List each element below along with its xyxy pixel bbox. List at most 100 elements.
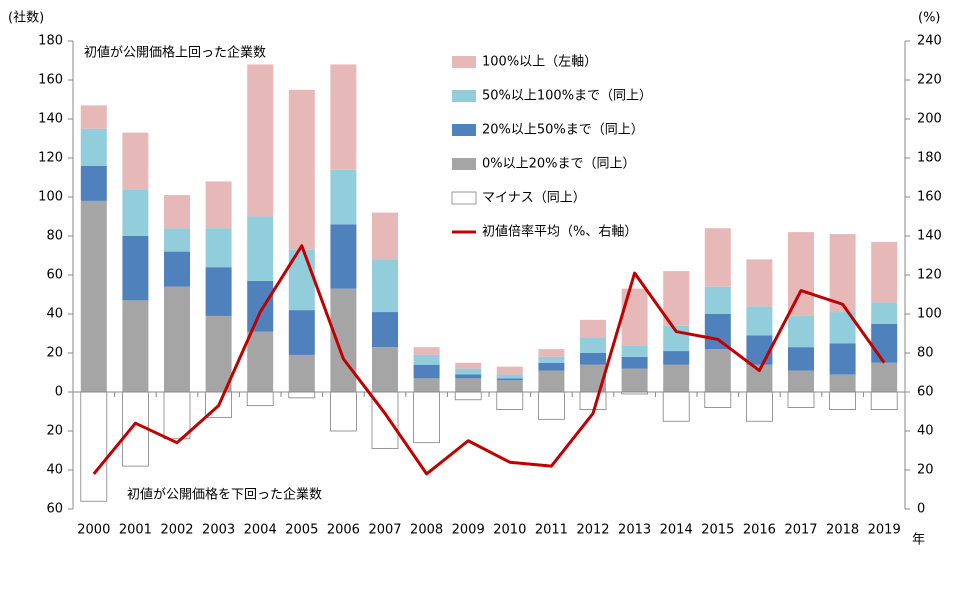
bar-segment	[164, 228, 190, 252]
annotation: 初値が公開価格上回った企業数	[84, 45, 266, 61]
y2-axis-label: (%)	[918, 11, 941, 26]
bar-segment	[580, 353, 606, 365]
bar-segment	[621, 356, 648, 369]
x-tick-label: 2012	[576, 523, 609, 538]
bar-segment	[788, 315, 814, 348]
x-tick-label: 2003	[202, 523, 235, 538]
bar-segment	[829, 391, 856, 410]
bar-segment	[538, 349, 565, 357]
bar-segment	[871, 362, 898, 392]
bar-segment	[330, 224, 357, 289]
legend-label: 初値倍率平均（%、右軸）	[482, 224, 637, 240]
legend-label: マイナス（同上）	[482, 191, 586, 206]
bar-segment	[788, 370, 814, 392]
bar-segment	[746, 306, 773, 336]
bar-segment	[455, 374, 482, 379]
legend-label: 100%以上（左軸）	[482, 55, 597, 70]
bar-segment	[829, 343, 856, 375]
x-axis-label: 年	[912, 533, 925, 548]
bar-segment	[413, 354, 440, 365]
bar-segment	[122, 300, 149, 392]
bar-segment	[164, 195, 190, 229]
bar-segment	[621, 288, 648, 346]
y-tick-label: 120	[38, 151, 63, 166]
x-tick-label: 2014	[660, 523, 693, 538]
bar-segment	[746, 335, 773, 365]
bar-segment	[372, 347, 398, 392]
bar-segment	[164, 286, 190, 392]
bar-segment	[621, 345, 648, 357]
bar-segment	[205, 267, 232, 316]
bar-segment	[372, 259, 398, 313]
x-tick-label: 2009	[452, 523, 485, 538]
annotation: 初値が公開価格を下回った企業数	[127, 487, 322, 503]
bar-segment	[205, 181, 232, 229]
bar-segment	[247, 64, 274, 217]
bar-segment	[829, 374, 856, 392]
bar-segment	[746, 391, 773, 422]
legend-swatch	[452, 158, 476, 170]
bar-segment	[746, 259, 773, 307]
bar-segment	[288, 310, 315, 355]
bar-segment	[80, 200, 107, 392]
bar-segment	[455, 368, 482, 375]
bar-segment	[829, 234, 856, 313]
bar-segment	[454, 391, 482, 401]
bar-segment	[205, 228, 232, 268]
x-tick-label: 2001	[119, 523, 152, 538]
bar-segment	[288, 89, 315, 250]
y-tick-label: 100	[38, 190, 63, 205]
bar-segment	[704, 228, 731, 287]
bar-segment	[788, 347, 814, 371]
bar-segment	[663, 351, 690, 365]
bar-segment	[455, 362, 482, 369]
y2-tick-label: 180	[917, 151, 942, 166]
bar-segment	[871, 323, 898, 363]
bar-segment	[579, 391, 607, 410]
bar-segment	[870, 391, 898, 410]
x-tick-label: 2006	[327, 523, 360, 538]
bar-segment	[246, 391, 274, 407]
bar-segment	[247, 280, 274, 332]
bar-segment	[704, 286, 731, 314]
bar-segment	[372, 312, 398, 348]
bar-segment	[662, 391, 690, 422]
x-tick-label: 2007	[368, 523, 401, 538]
bar-segment	[164, 251, 190, 287]
x-tick-label: 2018	[826, 523, 859, 538]
x-tick-label: 2019	[868, 523, 901, 538]
bar-segment	[413, 391, 441, 444]
bar-segment	[496, 391, 524, 410]
bar-segment	[538, 391, 565, 420]
y2-tick-label: 20	[917, 463, 934, 478]
bar-segment	[871, 302, 898, 324]
bar-segment	[80, 128, 107, 166]
legend-swatch	[452, 124, 476, 136]
y-tick-label: 140	[38, 112, 63, 127]
bar-segment	[80, 105, 107, 129]
bar-segment	[496, 374, 523, 379]
bar-segment	[538, 356, 565, 363]
y2-tick-label: 40	[917, 424, 934, 439]
bar-segment	[496, 366, 523, 375]
x-tick-label: 2010	[493, 523, 526, 538]
y-tick-label: 0	[55, 385, 63, 400]
x-tick-label: 2013	[618, 523, 651, 538]
bar-segment	[538, 370, 565, 392]
y2-tick-label: 100	[917, 307, 942, 322]
bar-segment	[496, 380, 523, 392]
bar-segment	[663, 271, 690, 326]
bar-segment	[247, 216, 274, 281]
y2-tick-label: 0	[917, 502, 925, 517]
bar-segment	[330, 169, 357, 225]
y-tick-label: 180	[38, 34, 63, 49]
y-tick-label: 80	[46, 229, 63, 244]
x-tick-label: 2005	[285, 523, 318, 538]
x-tick-label: 2004	[244, 523, 277, 538]
line	[92, 244, 886, 476]
legend-label: 50%以上100%まで（同上）	[482, 89, 652, 104]
bar-segment	[205, 315, 232, 392]
y-tick-label: 20	[46, 424, 63, 439]
x-tick-label: 2008	[410, 523, 443, 538]
y-tick-label: 40	[46, 463, 63, 478]
